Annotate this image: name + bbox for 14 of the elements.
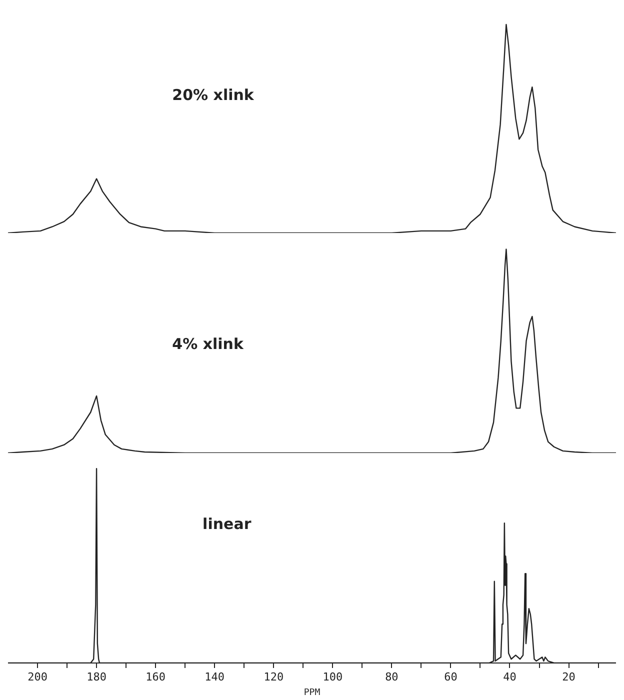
x-tick-label: 80 [385, 670, 398, 684]
x-tick-label: 100 [322, 670, 343, 684]
x-tick-label: 180 [86, 670, 106, 684]
text: 4% xlink [172, 334, 244, 353]
x-tick-label: 40 [503, 670, 516, 684]
text: linear [202, 514, 252, 533]
x-tick-label: 60 [444, 670, 458, 684]
x-tick-label: 20 [562, 670, 576, 684]
x-axis-title: PPM [304, 688, 321, 698]
x-tick-label: 200 [28, 670, 48, 684]
x-tick-label: 160 [146, 670, 166, 684]
text: 20% xlink [172, 86, 255, 104]
x-tick-label: 140 [204, 670, 225, 684]
x-tick-label: 120 [264, 670, 284, 684]
